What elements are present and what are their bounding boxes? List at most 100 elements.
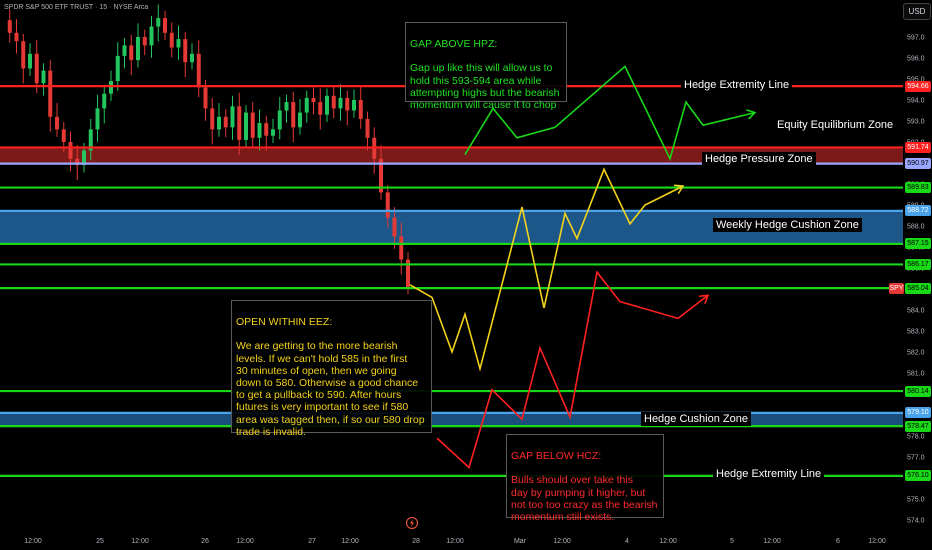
candle-body — [88, 129, 93, 151]
scenario-arrowhead — [746, 109, 757, 120]
candle-body — [136, 37, 140, 61]
note-gap-below-title: GAP BELOW HCZ: — [511, 450, 602, 463]
note-open-within[interactable]: OPEN WITHIN EEZ: We are getting to the mo… — [231, 300, 432, 438]
price-tick-label: 595.0 — [907, 77, 925, 84]
price-tick-label: 596.0 — [907, 56, 925, 63]
time-tick-label: 12:00 — [341, 538, 359, 545]
candle-body — [406, 259, 410, 287]
price-tag: 589.83 — [905, 182, 931, 194]
candle-body — [68, 142, 73, 159]
candle-body — [190, 53, 194, 63]
lightning-icon[interactable] — [406, 517, 418, 529]
note-gap-above-title: GAP ABOVE HPZ: — [410, 38, 498, 51]
candle-body — [298, 112, 302, 128]
candle-body — [7, 20, 12, 33]
price-tick-label: 593.0 — [907, 119, 925, 126]
price-tag: 576.10 — [905, 470, 931, 482]
label-equity-equilibrium[interactable]: Equity Equilibrium Zone — [774, 118, 897, 132]
candle-body — [250, 112, 255, 138]
price-tick-label: 584.0 — [907, 308, 925, 315]
time-tick-label: 6 — [836, 538, 840, 545]
candle-body — [399, 236, 404, 260]
candle-body — [109, 81, 113, 94]
candle-body — [156, 18, 161, 27]
candle-body — [291, 102, 296, 128]
candle-body — [95, 108, 100, 130]
price-tick-label: 588.0 — [907, 224, 925, 231]
time-axis[interactable]: 12:00 25 12:00 26 12:00 27 12:00 28 12:00 Mar 12:0… — [0, 532, 932, 550]
time-tick-label: 25 — [96, 538, 104, 545]
candle-body — [28, 53, 32, 69]
candle-body — [176, 39, 181, 48]
candle-body — [82, 150, 86, 166]
price-tick-label: 577.0 — [907, 455, 925, 462]
zone-bands — [0, 147, 903, 427]
candle-body — [102, 93, 107, 109]
price-tick-label: 582.0 — [907, 350, 925, 357]
candle-body — [34, 53, 39, 84]
price-tick-label: 578.0 — [907, 434, 925, 441]
candle-body — [230, 106, 235, 128]
candle-body — [203, 87, 208, 109]
candlestick-series — [7, 4, 410, 295]
time-tick-label: 12:00 — [446, 538, 464, 545]
candle-body — [223, 116, 228, 128]
price-tag: 590.97 — [905, 158, 931, 170]
candle-body — [352, 100, 356, 111]
note-gap-above[interactable]: GAP ABOVE HPZ: Gap up like this will allo… — [405, 22, 567, 111]
candle-body — [244, 112, 248, 140]
candle-body — [210, 108, 215, 130]
candle-body — [392, 217, 397, 237]
price-tag: 586.17 — [905, 258, 931, 270]
candle-body — [149, 26, 154, 46]
candle-body — [257, 123, 262, 138]
currency-button[interactable]: USD — [903, 3, 931, 20]
candle-body — [142, 37, 147, 46]
label-hedge-cushion[interactable]: Hedge Cushion Zone — [641, 412, 751, 426]
scenario-arrowhead — [698, 294, 710, 304]
candle-body — [129, 45, 134, 61]
candle-body — [379, 158, 383, 193]
candle-body — [183, 39, 188, 63]
time-tick-label: 5 — [730, 538, 734, 545]
price-tag: 591.74 — [905, 141, 931, 153]
candle-body — [358, 100, 363, 119]
label-hedge-extremity-top[interactable]: Hedge Extremity Line — [681, 78, 793, 92]
label-weekly-cushion[interactable]: Weekly Hedge Cushion Zone — [713, 218, 862, 232]
candle-body — [325, 95, 329, 115]
scenario-path — [464, 65, 756, 162]
candle-body — [48, 70, 53, 117]
time-tick-label: 28 — [412, 538, 420, 545]
candle-body — [264, 123, 269, 136]
candle-body — [122, 45, 127, 56]
candle-body — [237, 106, 242, 140]
scenario-paths — [409, 65, 757, 469]
time-tick-label: 12:00 — [131, 538, 149, 545]
time-axis-bg — [0, 532, 932, 550]
label-hedge-extremity-bottom[interactable]: Hedge Extremity Line — [713, 467, 825, 481]
price-tag: 594.66 — [905, 80, 931, 92]
price-tick-label: 575.0 — [907, 497, 925, 504]
ticker-title[interactable]: SPDR S&P 500 ETF TRUST · 15 · NYSE Arca — [4, 4, 149, 11]
note-gap-below[interactable]: GAP BELOW HCZ: Bulls should over take thi… — [506, 434, 664, 523]
note-gap-above-body: Gap up like this will allow us to hold t… — [410, 62, 560, 112]
candle-body — [284, 102, 289, 111]
candle-body — [311, 97, 316, 103]
time-tick-label: 26 — [201, 538, 209, 545]
candle-body — [196, 53, 201, 88]
candle-body — [318, 102, 323, 115]
price-tag: 588.72 — [905, 205, 931, 217]
price-tag: 585.04 — [905, 282, 931, 294]
scenario-arrowhead — [673, 184, 685, 195]
label-hedge-pressure[interactable]: Hedge Pressure Zone — [702, 152, 816, 166]
candle-body — [169, 32, 174, 48]
time-tick-label: Mar — [514, 538, 527, 545]
candle-body — [55, 116, 59, 130]
candle-body — [271, 129, 275, 136]
time-tick-label: 12:00 — [236, 538, 254, 545]
candle-body — [163, 18, 167, 33]
candle-body — [277, 110, 282, 130]
time-tick-label: 27 — [308, 538, 316, 545]
candle-body — [345, 97, 350, 111]
candle-body — [338, 97, 343, 109]
